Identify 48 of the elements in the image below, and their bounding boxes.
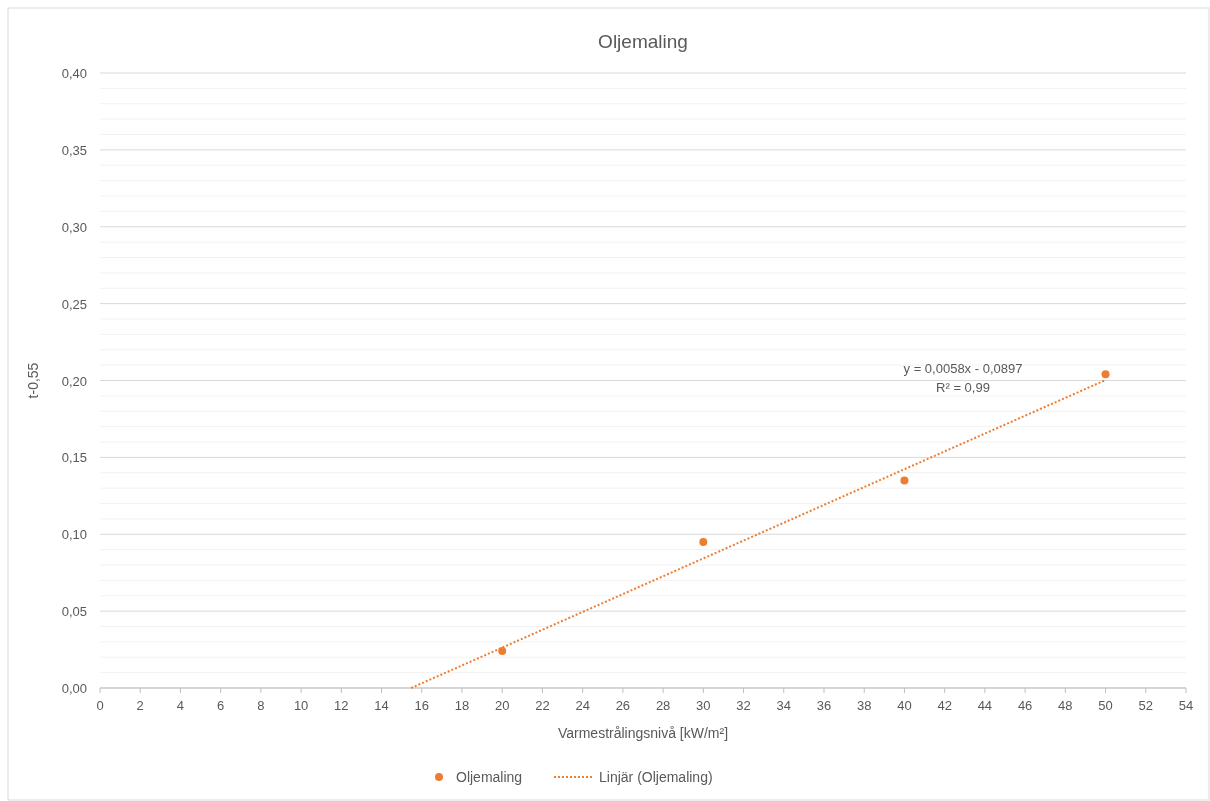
x-tick-label: 22 [535, 698, 550, 713]
x-tick-label: 12 [334, 698, 349, 713]
x-tick-label: 40 [897, 698, 912, 713]
y-tick-label: 0,35 [61, 142, 87, 158]
point [699, 537, 708, 546]
x-tick-label: 6 [217, 698, 225, 713]
x-tick-label: 44 [977, 698, 993, 713]
legend-label: Linjär (Oljemaling) [599, 769, 713, 785]
x-tick-label: 28 [655, 698, 671, 713]
y-tick-label: 0,25 [61, 296, 87, 312]
x-tick-label: 2 [136, 698, 144, 713]
x-tick-label: 42 [937, 698, 952, 713]
x-tick-label: 32 [736, 698, 751, 713]
x-tick-label: 30 [696, 698, 711, 713]
x-tick-label: 46 [1017, 698, 1033, 713]
x-tick-label: 8 [257, 698, 265, 713]
point [1101, 370, 1110, 379]
y-axis-title: t-0,55 [25, 362, 41, 399]
y-tick-label: 0,05 [61, 604, 87, 620]
x-tick-label: 38 [856, 698, 872, 713]
x-tick-label: 26 [615, 698, 631, 713]
point [498, 647, 507, 656]
x-tick-label: 48 [1058, 698, 1073, 713]
x-tick-label: 34 [776, 698, 792, 713]
y-tick-label: 0,00 [61, 681, 87, 696]
y-tick-label: 0,15 [61, 450, 87, 466]
x-tick-label: 50 [1098, 698, 1113, 713]
y-tick-label: 0,30 [61, 219, 87, 235]
annotation: y = 0,0058x - 0,0897 [903, 361, 1023, 376]
x-tick-label: 0 [96, 698, 104, 713]
y-tick-label: 0,40 [61, 66, 87, 81]
x-tick-label: 4 [176, 698, 185, 713]
x-axis-title: Varmestrålingsnivå [kW/m²] [557, 725, 729, 741]
chart-title: Oljemaling [598, 31, 688, 52]
x-tick-label: 18 [454, 698, 470, 713]
point [900, 476, 909, 485]
x-tick-label: 54 [1178, 698, 1194, 713]
x-tick-label: 14 [374, 698, 389, 713]
y-tick-label: 0,20 [61, 373, 87, 389]
y-tick-label: 0,10 [61, 527, 87, 543]
x-tick-label: 24 [575, 698, 590, 713]
x-tick-label: 20 [494, 698, 510, 713]
x-tick-label: 16 [414, 698, 430, 713]
x-tick-label: 36 [816, 698, 832, 713]
legend-label: Oljemaling [456, 769, 523, 785]
x-tick-label: 10 [293, 698, 309, 713]
annotation: R² = 0,99 [936, 380, 990, 395]
x-tick-label: 52 [1138, 698, 1154, 713]
